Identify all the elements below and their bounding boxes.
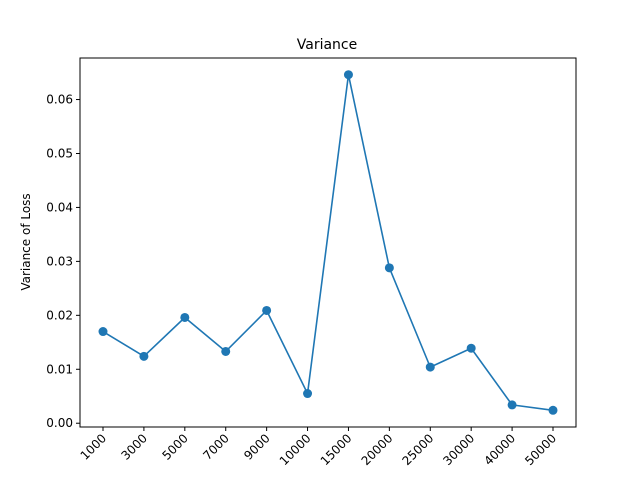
y-tick-label: 0.03 — [46, 254, 73, 268]
y-tick-label: 0.05 — [46, 146, 73, 160]
y-tick-label: 0.06 — [46, 93, 73, 107]
data-point — [425, 362, 435, 372]
x-tick-label: 7000 — [200, 431, 231, 462]
plot-frame — [79, 57, 577, 428]
data-point — [262, 305, 272, 315]
data-point — [221, 346, 231, 356]
data-point — [98, 327, 108, 337]
data-point — [343, 70, 353, 80]
chart-title: Variance — [297, 37, 357, 53]
x-tick-label: 9000 — [241, 431, 272, 462]
y-tick-label: 0.00 — [46, 416, 73, 430]
y-tick-label: 0.04 — [46, 200, 73, 214]
y-tick-label: 0.02 — [46, 308, 73, 322]
x-tick-label: 25000 — [399, 431, 436, 468]
x-tick-label: 30000 — [440, 431, 477, 468]
data-point — [303, 389, 313, 399]
data-point — [180, 312, 190, 322]
x-tick-label: 10000 — [277, 431, 314, 468]
y-tick-label: 0.01 — [46, 362, 73, 376]
x-tick-label: 40000 — [481, 431, 518, 468]
x-tick-label: 15000 — [318, 431, 355, 468]
x-axis-ticks: 1000 3000 5000 7000 9000 10000 15000 20000 25000… — [78, 427, 559, 468]
series-layer — [98, 70, 558, 415]
x-tick-label: 20000 — [359, 431, 396, 468]
data-point — [139, 351, 149, 361]
y-axis-ticks: 0.00 0.01 0.02 0.03 0.04 0.05 0.06 — [46, 93, 80, 430]
x-tick-label: 5000 — [159, 431, 190, 462]
series-line — [102, 73, 554, 412]
data-point — [466, 343, 476, 353]
data-point — [548, 405, 558, 415]
data-point — [384, 263, 394, 273]
x-tick-label: 50000 — [522, 431, 559, 468]
x-tick-label: 1000 — [78, 431, 109, 462]
data-point — [507, 400, 517, 410]
y-axis-label: Variance of Loss — [19, 193, 33, 290]
x-tick-label: 3000 — [119, 431, 150, 462]
